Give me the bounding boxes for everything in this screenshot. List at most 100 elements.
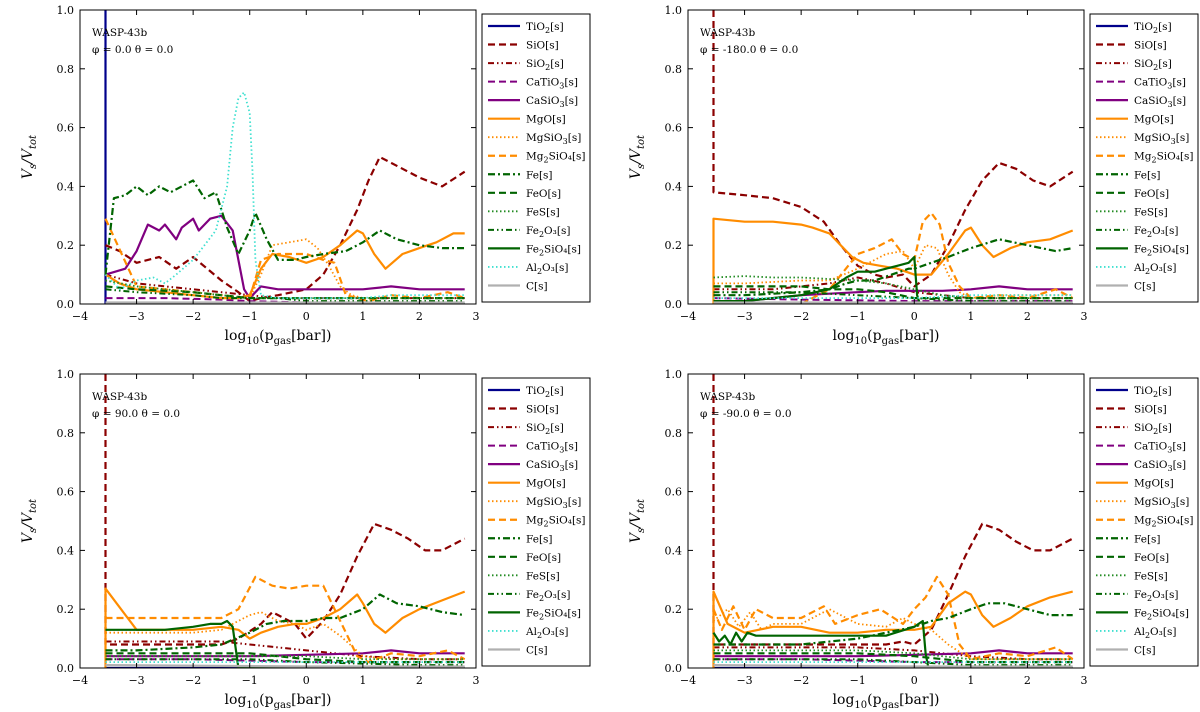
legend-label: MgSiO3[s] [1134, 496, 1189, 510]
panel-3: −4 −3 −2 −1 0 1 2 3 0.0 0.2 0.4 0.6 0.8 1.0 log10(pgas… [20, 368, 591, 711]
series-mgsio3-line [105, 611, 465, 661]
x-tick-label: 0 [303, 310, 310, 323]
series-fe2o3-line [713, 291, 1073, 303]
legend-label: C[s] [1134, 280, 1156, 292]
x-tick-label: −3 [736, 674, 752, 687]
panel-4: −4 −3 −2 −1 0 1 2 3 0.0 0.2 0.4 0.6 0.8 1.0 log10(pgas… [628, 368, 1199, 711]
series-mg2sio4-line [712, 575, 1074, 661]
y-tick-label: 0.8 [665, 63, 683, 76]
y-tick-label: 0.4 [57, 544, 75, 557]
x-tick-label: 1 [967, 310, 974, 323]
series-c-line [713, 664, 1073, 668]
series-casio3-line [105, 214, 465, 300]
x-tick-label: 3 [473, 310, 480, 323]
y-tick-label: 0.0 [665, 298, 683, 311]
legend-label: MgSiO3[s] [1134, 132, 1189, 146]
series-sio2-line [105, 640, 465, 661]
y-tick-label: 0.0 [665, 662, 683, 675]
series-mgo-line [104, 587, 466, 668]
y-tick-label: 0.6 [57, 486, 75, 499]
legend-box [1089, 377, 1199, 667]
legend-label: SiO[s] [526, 40, 559, 52]
legend-label: CaTiO3[s] [1134, 441, 1186, 455]
x-axis-label: log10(pgas[bar]) [833, 692, 940, 711]
series-fes-line [713, 649, 1073, 661]
series-casio3-line [713, 649, 1073, 658]
series-sio-line [712, 10, 1074, 288]
plot-area [104, 374, 466, 668]
legend-label: TiO2[s] [526, 21, 564, 35]
x-tick-label: 3 [473, 674, 480, 687]
legend-label: FeS[s] [1134, 570, 1168, 582]
legend: TiO2[s] SiO[s] SiO2[s] CaTiO3[s] CaSiO3[s] Mg… [1089, 377, 1199, 667]
series-fes-line [105, 655, 465, 661]
legend-label: MgO[s] [526, 114, 566, 126]
axes-frame [79, 373, 477, 669]
panel-2: −4 −3 −2 −1 0 1 2 3 0.0 0.2 0.4 0.6 0.8 1.0 log10(pgas… [628, 4, 1199, 347]
legend-label: SiO2[s] [1134, 422, 1172, 436]
x-tick-label: 2 [1024, 310, 1031, 323]
panel-title: WASP-43b [92, 27, 147, 39]
y-axis-label: Vs/Vtot [628, 498, 647, 543]
series-mg2sio4-line [713, 211, 1074, 304]
legend-label: CaSiO3[s] [526, 459, 578, 473]
series-fe2o3-line [105, 658, 465, 667]
x-tick-label: 2 [1024, 674, 1031, 687]
legend-label: Fe2O₃[s] [1134, 589, 1178, 603]
legend-label: FeS[s] [1134, 206, 1168, 218]
y-tick-label: 0.2 [665, 239, 683, 252]
legend-label: SiO2[s] [526, 422, 564, 436]
series-fe2o3-line [713, 658, 1073, 667]
legend-label: TiO2[s] [1134, 385, 1172, 399]
legend-label: MgO[s] [1134, 114, 1174, 126]
x-tick-label: −1 [850, 310, 866, 323]
legend-label: Fe2O₃[s] [526, 225, 570, 239]
legend-label: Mg2SiO₄[s] [1134, 515, 1194, 529]
legend-label: MgSiO3[s] [526, 496, 581, 510]
panel-title: WASP-43b [700, 27, 755, 39]
y-tick-label: 1.0 [57, 4, 75, 17]
legend-label: Mg2SiO₄[s] [526, 515, 586, 529]
y-tick-label: 0.8 [57, 427, 75, 440]
x-tick-label: 2 [416, 674, 423, 687]
x-tick-label: −3 [128, 310, 144, 323]
series-fe-line [105, 593, 465, 652]
legend-label: SiO[s] [526, 404, 559, 416]
legend-label: TiO2[s] [526, 385, 564, 399]
x-tick-label: −4 [72, 310, 88, 323]
y-tick-label: 0.6 [57, 122, 75, 135]
legend-label: Al2O₃[s] [1133, 626, 1176, 640]
series-sio-line [105, 155, 466, 303]
y-tick-label: 0.2 [665, 603, 683, 616]
series-mgsio3-line [105, 238, 465, 300]
legend-label: C[s] [1134, 644, 1156, 656]
legend-label: Al2O₃[s] [525, 262, 568, 276]
series-tio2-line [104, 10, 465, 304]
x-axis-label: log10(pgas[bar]) [225, 692, 332, 711]
x-tick-label: −3 [736, 310, 752, 323]
legend-label: Fe[s] [526, 533, 553, 545]
series-c-line [105, 664, 465, 668]
series-fe2o3-line [105, 288, 465, 303]
panel-1: −4 −3 −2 −1 0 1 2 3 0.0 0.2 0.4 0.6 0.8 1.0 log10(pgas… [20, 4, 591, 347]
legend-label: Fe2O₃[s] [526, 589, 570, 603]
legend: TiO2[s] SiO[s] SiO2[s] CaTiO3[s] CaSiO3[s] Mg… [481, 13, 591, 303]
panel-title: WASP-43b [700, 391, 755, 403]
panel-subtitle: φ = -90.0 θ = 0.0 [700, 408, 792, 420]
legend: TiO2[s] SiO[s] SiO2[s] CaTiO3[s] CaSiO3[s] Mg… [481, 377, 591, 667]
x-tick-label: −4 [680, 674, 696, 687]
legend-label: Fe2SiO₄[s] [526, 243, 581, 257]
x-tick-label: −1 [850, 674, 866, 687]
series-fe2sio4-line [712, 619, 1073, 668]
axes-frame [687, 373, 1085, 669]
y-tick-label: 1.0 [665, 368, 683, 381]
series-feo-line [105, 652, 465, 664]
x-tick-label: −2 [793, 674, 809, 687]
legend-label: CaTiO3[s] [1134, 77, 1186, 91]
x-tick-label: 1 [359, 310, 366, 323]
series-fe2sio4-line [713, 255, 1073, 304]
legend-label: Al2O₃[s] [525, 626, 568, 640]
series-sio2-line [713, 646, 1073, 661]
legend-label: SiO2[s] [1134, 58, 1172, 72]
